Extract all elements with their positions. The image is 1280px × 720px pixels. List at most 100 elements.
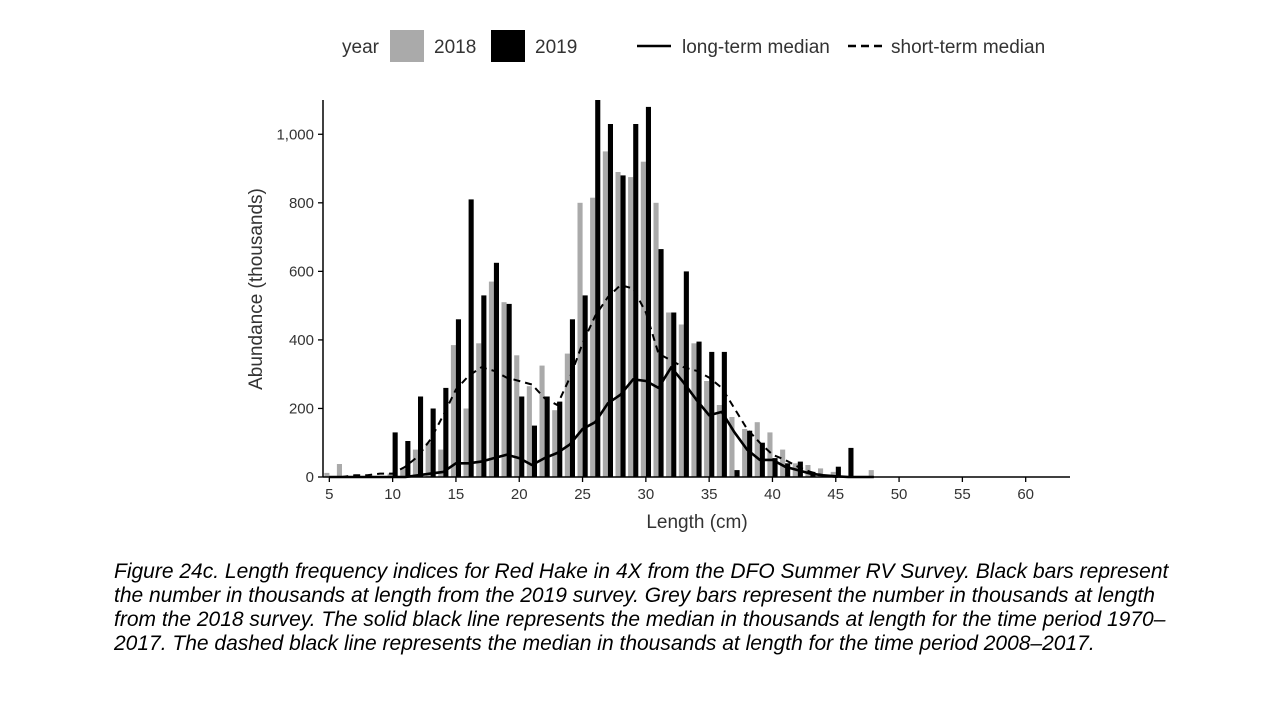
- bar-2019-27: [607, 124, 613, 477]
- x-tick-label: 40: [764, 486, 781, 503]
- bar-2018-15: [450, 345, 456, 477]
- bar-2019-23: [557, 401, 563, 477]
- x-tick-label: 35: [701, 486, 718, 503]
- bar-2019-40: [772, 458, 778, 477]
- legend-2019-swatch: [491, 30, 525, 62]
- y-tick-label: 600: [289, 263, 314, 280]
- bar-2018-6: [336, 464, 342, 477]
- bar-2018-28: [615, 172, 621, 477]
- bar-2018-12: [412, 449, 418, 477]
- bar-2019-18: [493, 262, 499, 477]
- bar-2019-37: [734, 470, 740, 477]
- legend-year-title: year: [342, 37, 380, 58]
- bar-2019-46: [848, 447, 854, 477]
- bar-2019-29: [633, 124, 639, 477]
- bar-2018-21: [526, 386, 532, 477]
- x-tick-label: 50: [891, 486, 908, 503]
- bar-2018-26: [590, 197, 596, 477]
- bar-2018-41: [780, 449, 786, 477]
- y-tick-label: 200: [289, 400, 314, 417]
- bar-2018-35: [704, 381, 710, 477]
- bar-2019-38: [747, 430, 753, 477]
- bar-2018-36: [716, 405, 722, 477]
- bar-2019-25: [582, 295, 588, 477]
- y-axis-title: Abundance (thousands): [246, 188, 267, 390]
- bar-2018-23: [552, 410, 558, 477]
- bar-2018-44: [818, 468, 824, 477]
- legend-2018-label: 2018: [434, 37, 476, 58]
- bar-2018-33: [678, 324, 684, 477]
- bar-2019-10: [392, 432, 398, 477]
- legend-short-term-label: short-term median: [891, 37, 1045, 58]
- bar-2019-19: [506, 303, 512, 477]
- x-tick-label: 15: [448, 486, 465, 503]
- bar-2018-27: [602, 151, 608, 477]
- bar-2019-15: [455, 319, 461, 477]
- bar-2018-24: [564, 353, 570, 477]
- bar-2018-29: [628, 177, 634, 477]
- bar-2018-5: [324, 472, 330, 477]
- bar-2019-45: [835, 466, 841, 477]
- bar-2018-20: [514, 355, 520, 477]
- bar-2018-30: [640, 161, 646, 477]
- bar-2018-19: [501, 302, 507, 477]
- legend-2019-label: 2019: [535, 37, 577, 58]
- plot-area: 0 200 400 600 800 1,000 5 10 15 20 25 30 35 40 45 50 55 6…: [276, 100, 1070, 503]
- bar-2018-48: [868, 470, 874, 477]
- bar-2019-28: [620, 175, 626, 477]
- bar-2019-21: [531, 425, 537, 477]
- bar-2018-34: [691, 343, 697, 477]
- y-tick-label: 400: [289, 332, 314, 349]
- bar-2018-10: [387, 473, 393, 477]
- legend-long-term-label: long-term median: [682, 37, 830, 58]
- x-tick-label: 10: [384, 486, 401, 503]
- bar-2019-34: [696, 341, 702, 477]
- bar-2018-25: [577, 202, 583, 478]
- x-tick-label: 55: [954, 486, 971, 503]
- bar-2019-42: [797, 461, 803, 477]
- bar-2019-30: [645, 106, 651, 478]
- bar-2019-11: [405, 441, 411, 477]
- bar-2018-18: [488, 281, 494, 477]
- x-tick-label: 20: [511, 486, 528, 503]
- bar-2019-33: [683, 271, 689, 477]
- bar-2019-17: [481, 295, 487, 477]
- bar-2018-13: [425, 442, 431, 477]
- x-tick-label: 45: [827, 486, 844, 503]
- x-tick-label: 60: [1017, 486, 1034, 503]
- bar-2019-26: [595, 100, 601, 477]
- bar-2018-11: [400, 468, 406, 477]
- bar-2019-20: [519, 396, 525, 477]
- bar-2018-22: [539, 365, 545, 477]
- bar-2019-22: [544, 396, 550, 477]
- bar-2019-14: [443, 387, 449, 477]
- bar-2018-40: [767, 432, 773, 477]
- bar-2018-14: [438, 449, 444, 477]
- long-term-median-line: [329, 365, 874, 479]
- short-term-median-line: [329, 284, 874, 478]
- bar-2018-17: [476, 343, 482, 477]
- bar-2018-32: [666, 312, 672, 477]
- y-tick-label: 1,000: [276, 126, 314, 143]
- y-tick-label: 0: [306, 469, 314, 486]
- bar-2018-37: [729, 417, 735, 477]
- bar-2018-39: [754, 422, 760, 477]
- x-tick-label: 5: [325, 486, 333, 503]
- bar-2018-38: [742, 429, 748, 477]
- bar-2018-16: [463, 408, 469, 477]
- bar-2019-31: [658, 249, 664, 477]
- x-tick-label: 25: [574, 486, 591, 503]
- bar-2019-24: [569, 319, 575, 477]
- legend-2018-swatch: [390, 30, 424, 62]
- length-frequency-chart: year 2018 2019 long-term median short-te…: [246, 30, 1070, 533]
- bar-2019-12: [418, 396, 424, 477]
- legend: year 2018 2019 long-term median short-te…: [342, 30, 1045, 62]
- x-tick-label: 30: [638, 486, 655, 503]
- figure-caption: Figure 24c. Length frequency indices for…: [114, 560, 1169, 655]
- bar-2018-45: [830, 471, 836, 477]
- bar-2019-16: [468, 199, 474, 477]
- bar-2019-41: [785, 463, 791, 477]
- bar-2018-31: [653, 202, 659, 478]
- bar-2019-13: [430, 408, 436, 477]
- y-tick-label: 800: [289, 195, 314, 212]
